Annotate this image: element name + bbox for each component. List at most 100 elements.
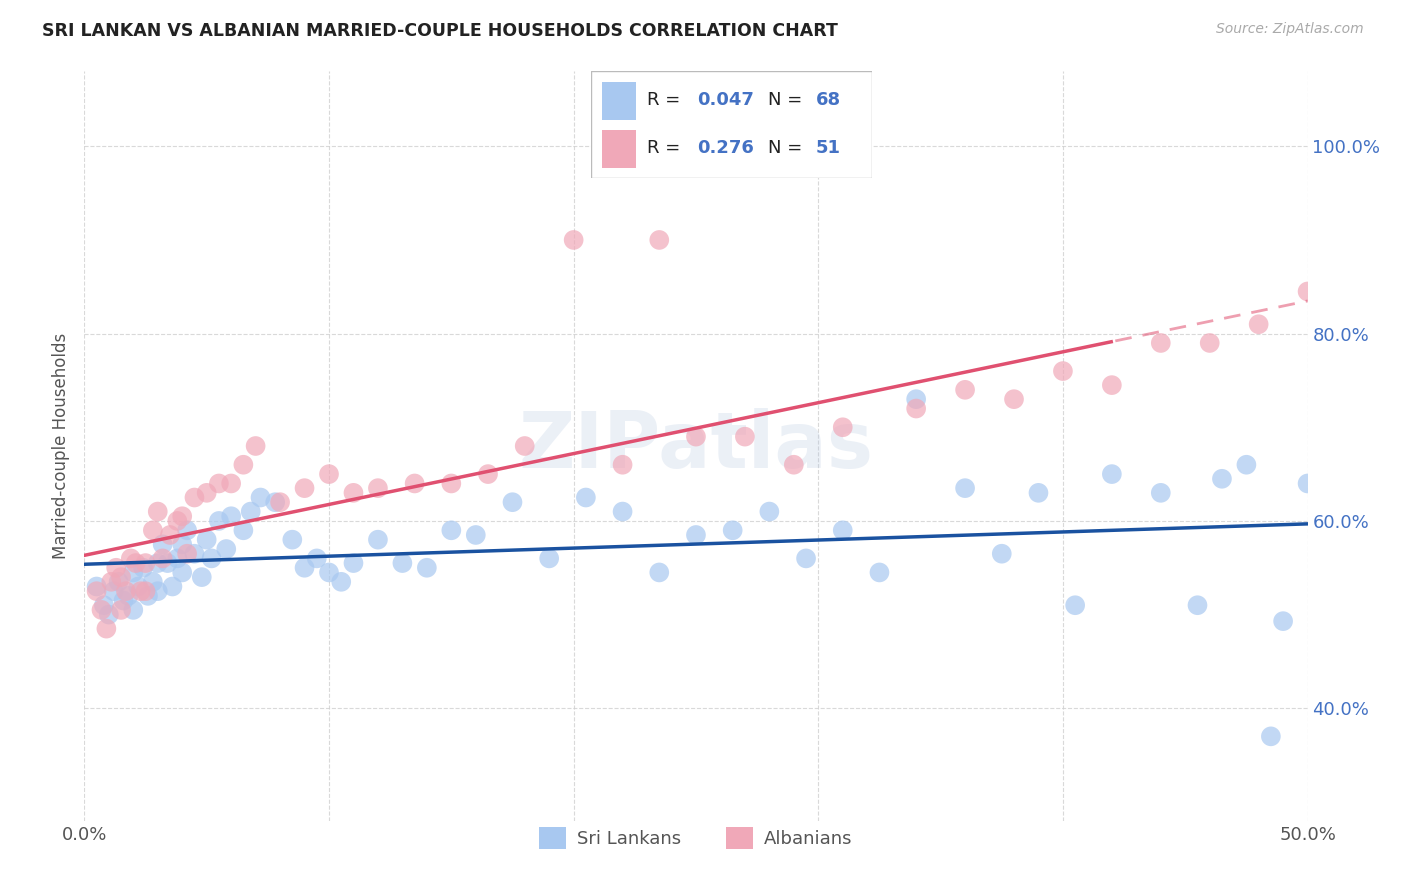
Point (758, 505, 780, 519)
FancyBboxPatch shape (602, 82, 636, 120)
Point (208, 514, 231, 528)
Text: 68: 68 (815, 91, 841, 109)
Point (612, 458, 634, 472)
Point (575, 491, 598, 505)
Point (416, 561, 439, 575)
Point (132, 561, 155, 575)
Point (176, 524, 198, 538)
Point (86, 580, 108, 594)
Point (191, 570, 214, 584)
Point (477, 467, 499, 482)
Point (1236, 458, 1258, 472)
Point (269, 495, 291, 509)
Point (342, 485, 364, 500)
Point (905, 392, 928, 407)
Point (156, 556, 179, 570)
Point (953, 481, 976, 495)
Point (794, 551, 817, 566)
Point (232, 524, 254, 538)
Point (1101, 378, 1123, 392)
Point (648, 233, 671, 247)
Point (122, 566, 145, 580)
Point (1272, 614, 1295, 628)
Point (100, 574, 122, 589)
Point (219, 509, 242, 524)
Point (1052, 364, 1074, 378)
Point (367, 481, 389, 495)
Point (146, 505, 169, 519)
Point (142, 524, 165, 538)
Point (176, 547, 198, 561)
Point (249, 491, 271, 505)
Point (391, 556, 413, 570)
Point (1211, 472, 1233, 486)
Point (135, 584, 157, 599)
Point (721, 524, 744, 538)
Point (1028, 485, 1050, 500)
Point (1260, 730, 1282, 744)
Point (195, 485, 218, 500)
Point (125, 556, 148, 570)
Text: R =: R = (647, 139, 686, 157)
Point (953, 383, 976, 397)
Point (183, 491, 205, 505)
Point (648, 566, 671, 580)
Point (135, 556, 157, 570)
Point (112, 593, 135, 607)
Point (152, 551, 174, 566)
Point (152, 537, 174, 551)
Point (97, 607, 120, 622)
Point (90, 603, 112, 617)
Point (127, 580, 149, 594)
Point (685, 430, 707, 444)
Point (105, 561, 128, 575)
Point (195, 533, 218, 547)
FancyBboxPatch shape (591, 71, 872, 178)
Point (440, 476, 463, 491)
Point (142, 574, 165, 589)
Point (294, 561, 316, 575)
Point (513, 439, 536, 453)
Text: 0.276: 0.276 (697, 139, 754, 157)
Point (264, 495, 287, 509)
Point (1150, 485, 1173, 500)
Point (1101, 467, 1123, 482)
Point (107, 574, 129, 589)
Point (117, 589, 139, 603)
Point (305, 551, 328, 566)
Point (172, 509, 194, 524)
Point (219, 476, 242, 491)
Point (183, 547, 205, 561)
Point (146, 556, 169, 570)
Point (404, 476, 426, 491)
Text: 0.047: 0.047 (697, 91, 754, 109)
Point (281, 533, 304, 547)
Point (562, 233, 585, 247)
Point (502, 495, 524, 509)
Point (538, 551, 561, 566)
Point (330, 574, 353, 589)
Point (869, 566, 891, 580)
Point (831, 524, 853, 538)
FancyBboxPatch shape (602, 130, 636, 168)
Point (96, 622, 118, 636)
Point (318, 467, 340, 482)
Point (991, 547, 1014, 561)
Point (1296, 285, 1319, 299)
Point (294, 481, 316, 495)
Point (136, 589, 159, 603)
Legend: Sri Lankans, Albanians: Sri Lankans, Albanians (531, 820, 860, 856)
Point (245, 439, 267, 453)
Point (1150, 336, 1173, 351)
Point (612, 505, 634, 519)
Text: ZIPatlas: ZIPatlas (519, 408, 873, 484)
Point (110, 603, 132, 617)
Point (120, 551, 142, 566)
Point (1198, 336, 1220, 351)
Point (685, 528, 707, 542)
Point (783, 458, 806, 472)
Point (166, 551, 188, 566)
Text: N =: N = (768, 139, 807, 157)
Point (1187, 599, 1209, 613)
Point (166, 514, 188, 528)
